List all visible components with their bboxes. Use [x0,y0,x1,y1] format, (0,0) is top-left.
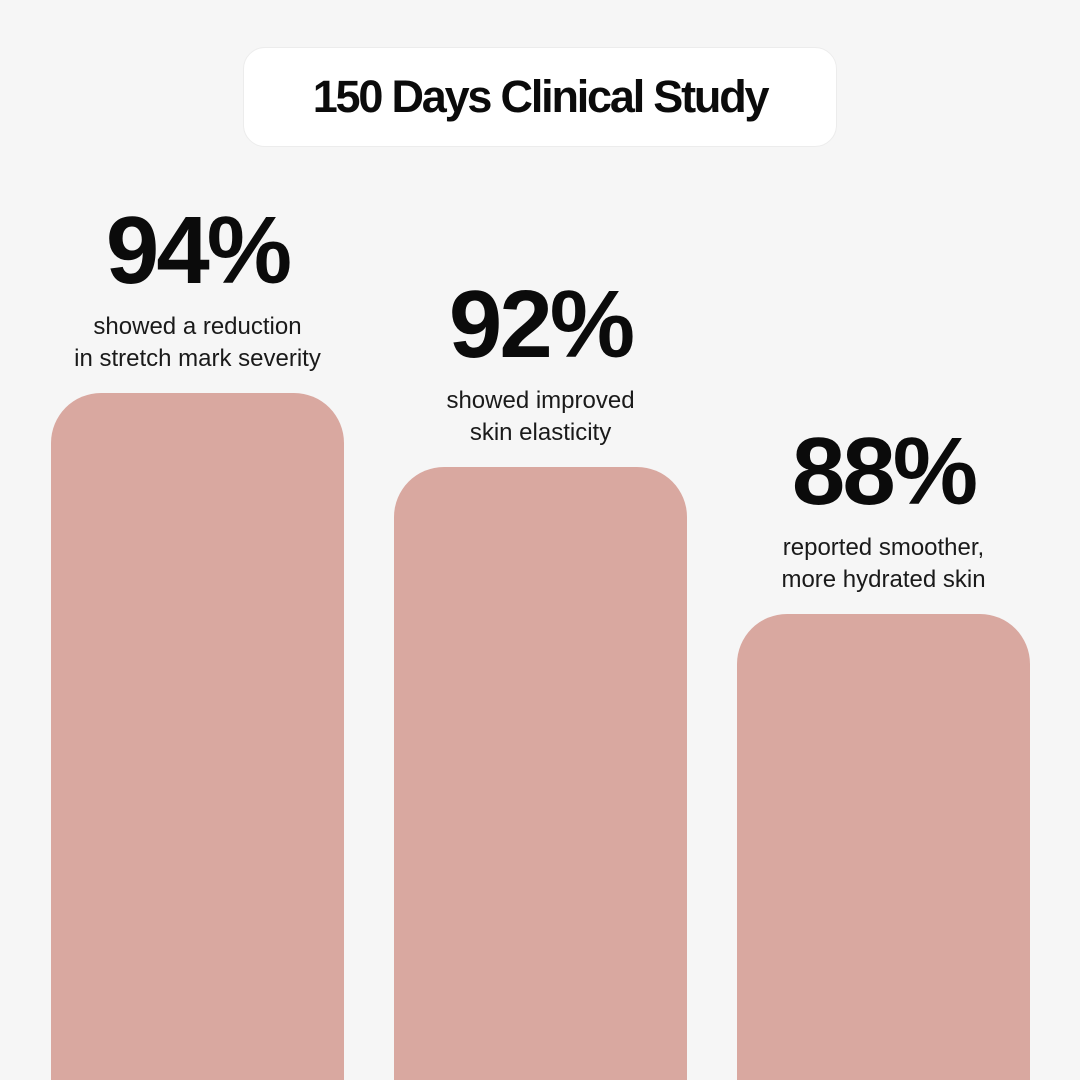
bar-caption-line: showed a reduction [93,313,302,340]
bar-value-label-1: 94% [105,197,292,304]
bar-value-label-3: 88% [791,417,978,525]
bar-1 [51,393,344,1080]
bar-value-label-2: 92% [448,270,635,378]
chart-title: 150 Days Clinical Study [312,71,770,122]
bar-caption-line: showed improved [446,386,635,414]
chart-title-pill: 150 Days Clinical Study [243,47,837,147]
bar-caption-line: skin elasticity [469,418,612,446]
bar-caption-3: reported smoother, more hydrated skin [714,532,1054,596]
bar-caption-1: showed a reduction in stretch mark severi… [28,311,368,375]
bar-caption-line: in stretch mark severity [74,345,321,372]
bar-caption-2: showed improved skin elasticity [371,385,711,449]
bar-3 [737,613,1030,1080]
bar-2 [394,466,687,1080]
bar-caption-line: more hydrated skin [781,565,986,593]
bar-caption-line: reported smoother, [782,533,985,561]
